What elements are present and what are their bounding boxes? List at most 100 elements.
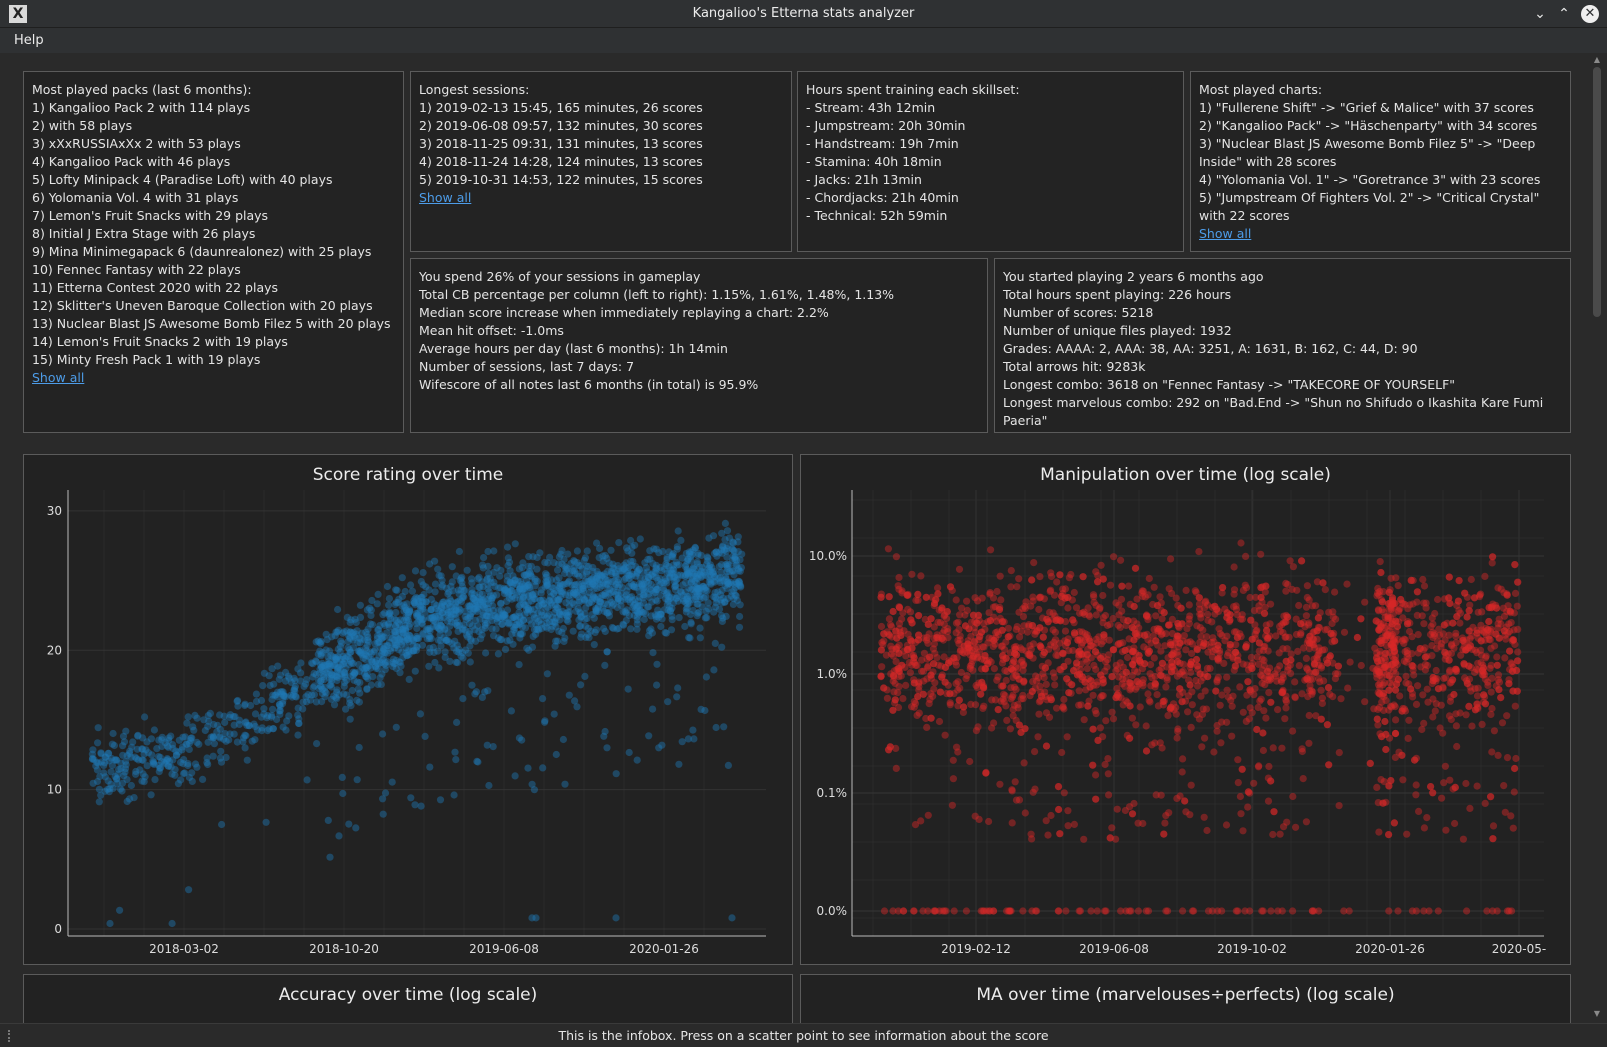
score-point[interactable]	[434, 612, 442, 621]
score-point[interactable]	[478, 578, 486, 586]
manipulation-point[interactable]	[1210, 748, 1218, 756]
manipulation-point[interactable]	[1004, 624, 1012, 632]
manipulation-point[interactable]	[1185, 620, 1193, 628]
score-point[interactable]	[343, 652, 351, 660]
score-point[interactable]	[602, 576, 610, 584]
score-point[interactable]	[511, 621, 519, 629]
score-point[interactable]	[628, 570, 636, 578]
score-point[interactable]	[275, 707, 284, 715]
score-point[interactable]	[297, 669, 305, 677]
manipulation-point[interactable]	[1314, 614, 1322, 622]
score-point[interactable]	[729, 539, 738, 547]
score-point[interactable]	[611, 569, 619, 577]
score-point[interactable]	[514, 577, 522, 585]
score-point[interactable]	[398, 592, 406, 600]
manipulation-point[interactable]	[1412, 700, 1421, 708]
score-point[interactable]	[404, 613, 412, 621]
score-point[interactable]	[551, 609, 559, 617]
score-point[interactable]	[524, 593, 532, 601]
score-point[interactable]	[469, 594, 477, 602]
score-point[interactable]	[468, 579, 476, 587]
score-point[interactable]	[447, 607, 455, 616]
score-point[interactable]	[504, 589, 513, 597]
score-point[interactable]	[456, 576, 464, 585]
score-point[interactable]	[276, 671, 285, 679]
score-point[interactable]	[531, 575, 539, 583]
manipulation-point[interactable]	[915, 612, 923, 620]
score-point[interactable]	[97, 749, 105, 757]
score-point[interactable]	[633, 620, 641, 628]
manipulation-point[interactable]	[1068, 681, 1076, 689]
score-point[interactable]	[554, 595, 562, 604]
score-point[interactable]	[516, 582, 524, 590]
manipulation-point[interactable]	[1017, 728, 1025, 736]
score-point[interactable]	[684, 572, 693, 580]
score-point[interactable]	[518, 623, 526, 631]
score-point[interactable]	[723, 527, 732, 535]
score-point[interactable]	[636, 574, 644, 582]
score-point[interactable]	[709, 532, 718, 540]
score-point[interactable]	[625, 611, 634, 620]
score-point[interactable]	[345, 660, 353, 668]
score-point[interactable]	[556, 587, 564, 595]
score-point[interactable]	[458, 649, 466, 657]
score-point[interactable]	[648, 598, 656, 606]
manipulation-point[interactable]	[1513, 602, 1521, 610]
score-point[interactable]	[127, 753, 135, 761]
score-point[interactable]	[730, 587, 738, 595]
score-point[interactable]	[644, 573, 652, 582]
manipulation-point[interactable]	[1196, 670, 1204, 678]
score-point[interactable]	[464, 602, 472, 610]
score-point[interactable]	[644, 555, 652, 563]
score-point[interactable]	[623, 606, 631, 614]
score-point[interactable]	[517, 630, 525, 638]
manipulation-point[interactable]	[1250, 779, 1258, 787]
score-point[interactable]	[484, 604, 492, 613]
manipulation-point[interactable]	[962, 675, 970, 683]
score-point[interactable]	[333, 672, 341, 680]
score-point[interactable]	[614, 576, 623, 584]
score-point[interactable]	[589, 563, 597, 572]
score-point[interactable]	[322, 630, 330, 638]
manipulation-point[interactable]	[966, 651, 974, 659]
manipulation-point[interactable]	[908, 570, 916, 578]
score-point[interactable]	[222, 753, 230, 762]
score-point[interactable]	[333, 628, 341, 636]
score-point[interactable]	[670, 573, 678, 581]
score-point[interactable]	[508, 614, 516, 622]
score-point[interactable]	[710, 549, 719, 557]
score-point[interactable]	[383, 629, 391, 637]
score-point[interactable]	[323, 660, 331, 669]
manipulation-point[interactable]	[1110, 553, 1118, 561]
manipulation-point[interactable]	[1116, 623, 1124, 631]
score-point[interactable]	[504, 591, 512, 599]
score-point[interactable]	[418, 620, 426, 628]
manipulation-point[interactable]	[1413, 611, 1421, 619]
score-point[interactable]	[447, 611, 455, 619]
score-point[interactable]	[269, 705, 277, 713]
score-point[interactable]	[291, 682, 299, 690]
manipulation-point[interactable]	[1487, 793, 1495, 801]
score-point[interactable]	[436, 616, 444, 624]
score-point[interactable]	[475, 573, 483, 581]
manipulation-point[interactable]	[991, 696, 1000, 704]
score-point[interactable]	[402, 606, 410, 614]
manipulation-point[interactable]	[1099, 675, 1107, 684]
manipulation-point[interactable]	[1065, 574, 1073, 582]
score-point[interactable]	[321, 665, 329, 673]
manipulation-point[interactable]	[1376, 671, 1384, 679]
score-point[interactable]	[455, 621, 464, 629]
score-point[interactable]	[610, 577, 619, 585]
score-point[interactable]	[520, 571, 528, 579]
score-point[interactable]	[726, 568, 734, 576]
score-point[interactable]	[299, 698, 307, 706]
score-point[interactable]	[601, 570, 609, 578]
score-point[interactable]	[646, 547, 654, 555]
score-point[interactable]	[258, 727, 266, 735]
score-point[interactable]	[702, 673, 711, 681]
score-point[interactable]	[562, 599, 570, 607]
manipulation-point[interactable]	[1302, 654, 1310, 662]
manipulation-point[interactable]	[1019, 666, 1027, 674]
score-point[interactable]	[662, 577, 670, 585]
score-point[interactable]	[603, 744, 611, 752]
